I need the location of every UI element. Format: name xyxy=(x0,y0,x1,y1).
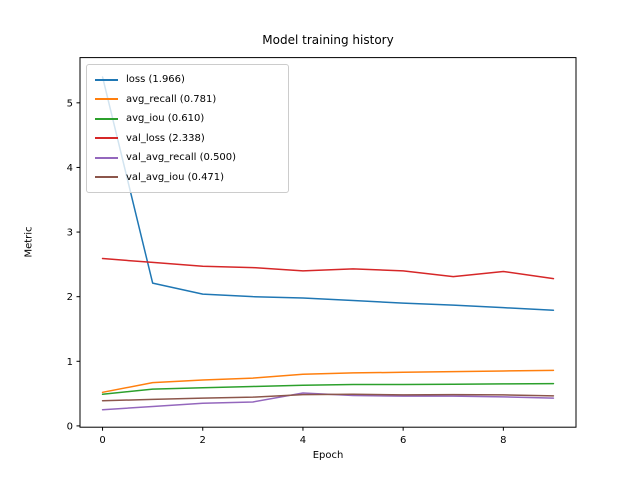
legend-item-val_loss: val_loss (2.338) xyxy=(95,129,280,149)
y-tick-label: 2 xyxy=(67,292,73,303)
legend-swatch-val_avg_recall xyxy=(95,156,118,159)
legend-item-avg_recall: avg_recall (0.781) xyxy=(95,90,280,110)
y-tick-label: 3 xyxy=(67,228,73,239)
legend-label: val_loss (2.338) xyxy=(126,132,205,144)
x-axis-label: Epoch xyxy=(312,450,344,461)
y-tick-label: 4 xyxy=(67,163,73,174)
legend-label: val_avg_recall (0.500) xyxy=(126,152,237,164)
series-line-avg_recall xyxy=(101,369,555,394)
series-line-val_loss xyxy=(101,257,555,280)
legend-label: loss (1.966) xyxy=(126,74,185,86)
legend-label: avg_iou (0.610) xyxy=(126,113,205,125)
series-line-val_avg_iou xyxy=(101,393,555,402)
x-tick-label: 2 xyxy=(200,435,206,446)
legend-item-avg_iou: avg_iou (0.610) xyxy=(95,109,280,129)
x-tick-label: 8 xyxy=(500,435,506,446)
legend-swatch-avg_recall xyxy=(95,98,118,101)
legend: loss (1.966) avg_recall (0.781) avg_iou (0… xyxy=(86,64,289,193)
x-tick-label: 0 xyxy=(99,435,105,446)
x-tick-label: 6 xyxy=(400,435,406,446)
legend-item-val_avg_iou: val_avg_iou (0.471) xyxy=(95,168,280,188)
legend-swatch-avg_iou xyxy=(95,117,118,120)
series-line-loss xyxy=(101,76,555,311)
legend-label: avg_recall (0.781) xyxy=(126,93,217,105)
legend-item-val_avg_recall: val_avg_recall (0.500) xyxy=(95,148,280,168)
legend-swatch-loss xyxy=(95,78,118,81)
chart-title: Model training history xyxy=(262,33,394,47)
legend-swatch-val_loss xyxy=(95,137,118,140)
series-line-avg_iou xyxy=(101,382,555,395)
y-tick-label: 5 xyxy=(67,98,73,109)
y-tick-label: 1 xyxy=(67,357,73,368)
axes-spines xyxy=(79,57,577,428)
legend-swatch-val_avg_iou xyxy=(95,176,118,179)
legend-item-loss: loss (1.966) xyxy=(95,70,280,90)
x-tick-label: 4 xyxy=(300,435,306,446)
y-tick-label: 0 xyxy=(67,421,73,432)
legend-label: val_avg_iou (0.471) xyxy=(126,171,225,183)
y-axis-label: Metric xyxy=(23,226,35,258)
